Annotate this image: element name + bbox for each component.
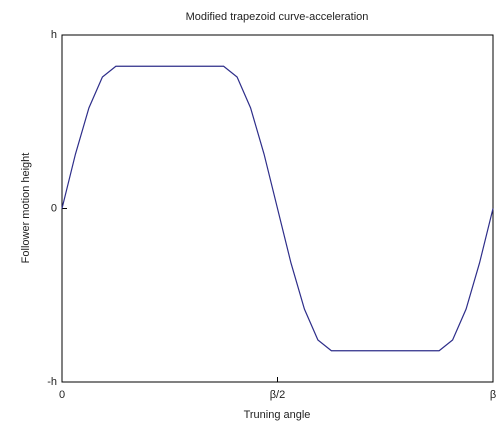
y-tick-label: h xyxy=(51,29,57,41)
data-line xyxy=(61,65,494,352)
y-tick-label: 0 xyxy=(51,202,57,214)
x-axis-label: Truning angle xyxy=(244,409,311,421)
y-tick-label: -h xyxy=(47,376,57,388)
y-axis-label: Follower motion height xyxy=(20,153,32,264)
x-tick-label: β/2 xyxy=(270,389,286,401)
x-tick-label: 0 xyxy=(59,389,65,401)
x-tick-label: β xyxy=(490,389,496,401)
chart-title: Modified trapezoid curve-acceleration xyxy=(186,11,369,23)
